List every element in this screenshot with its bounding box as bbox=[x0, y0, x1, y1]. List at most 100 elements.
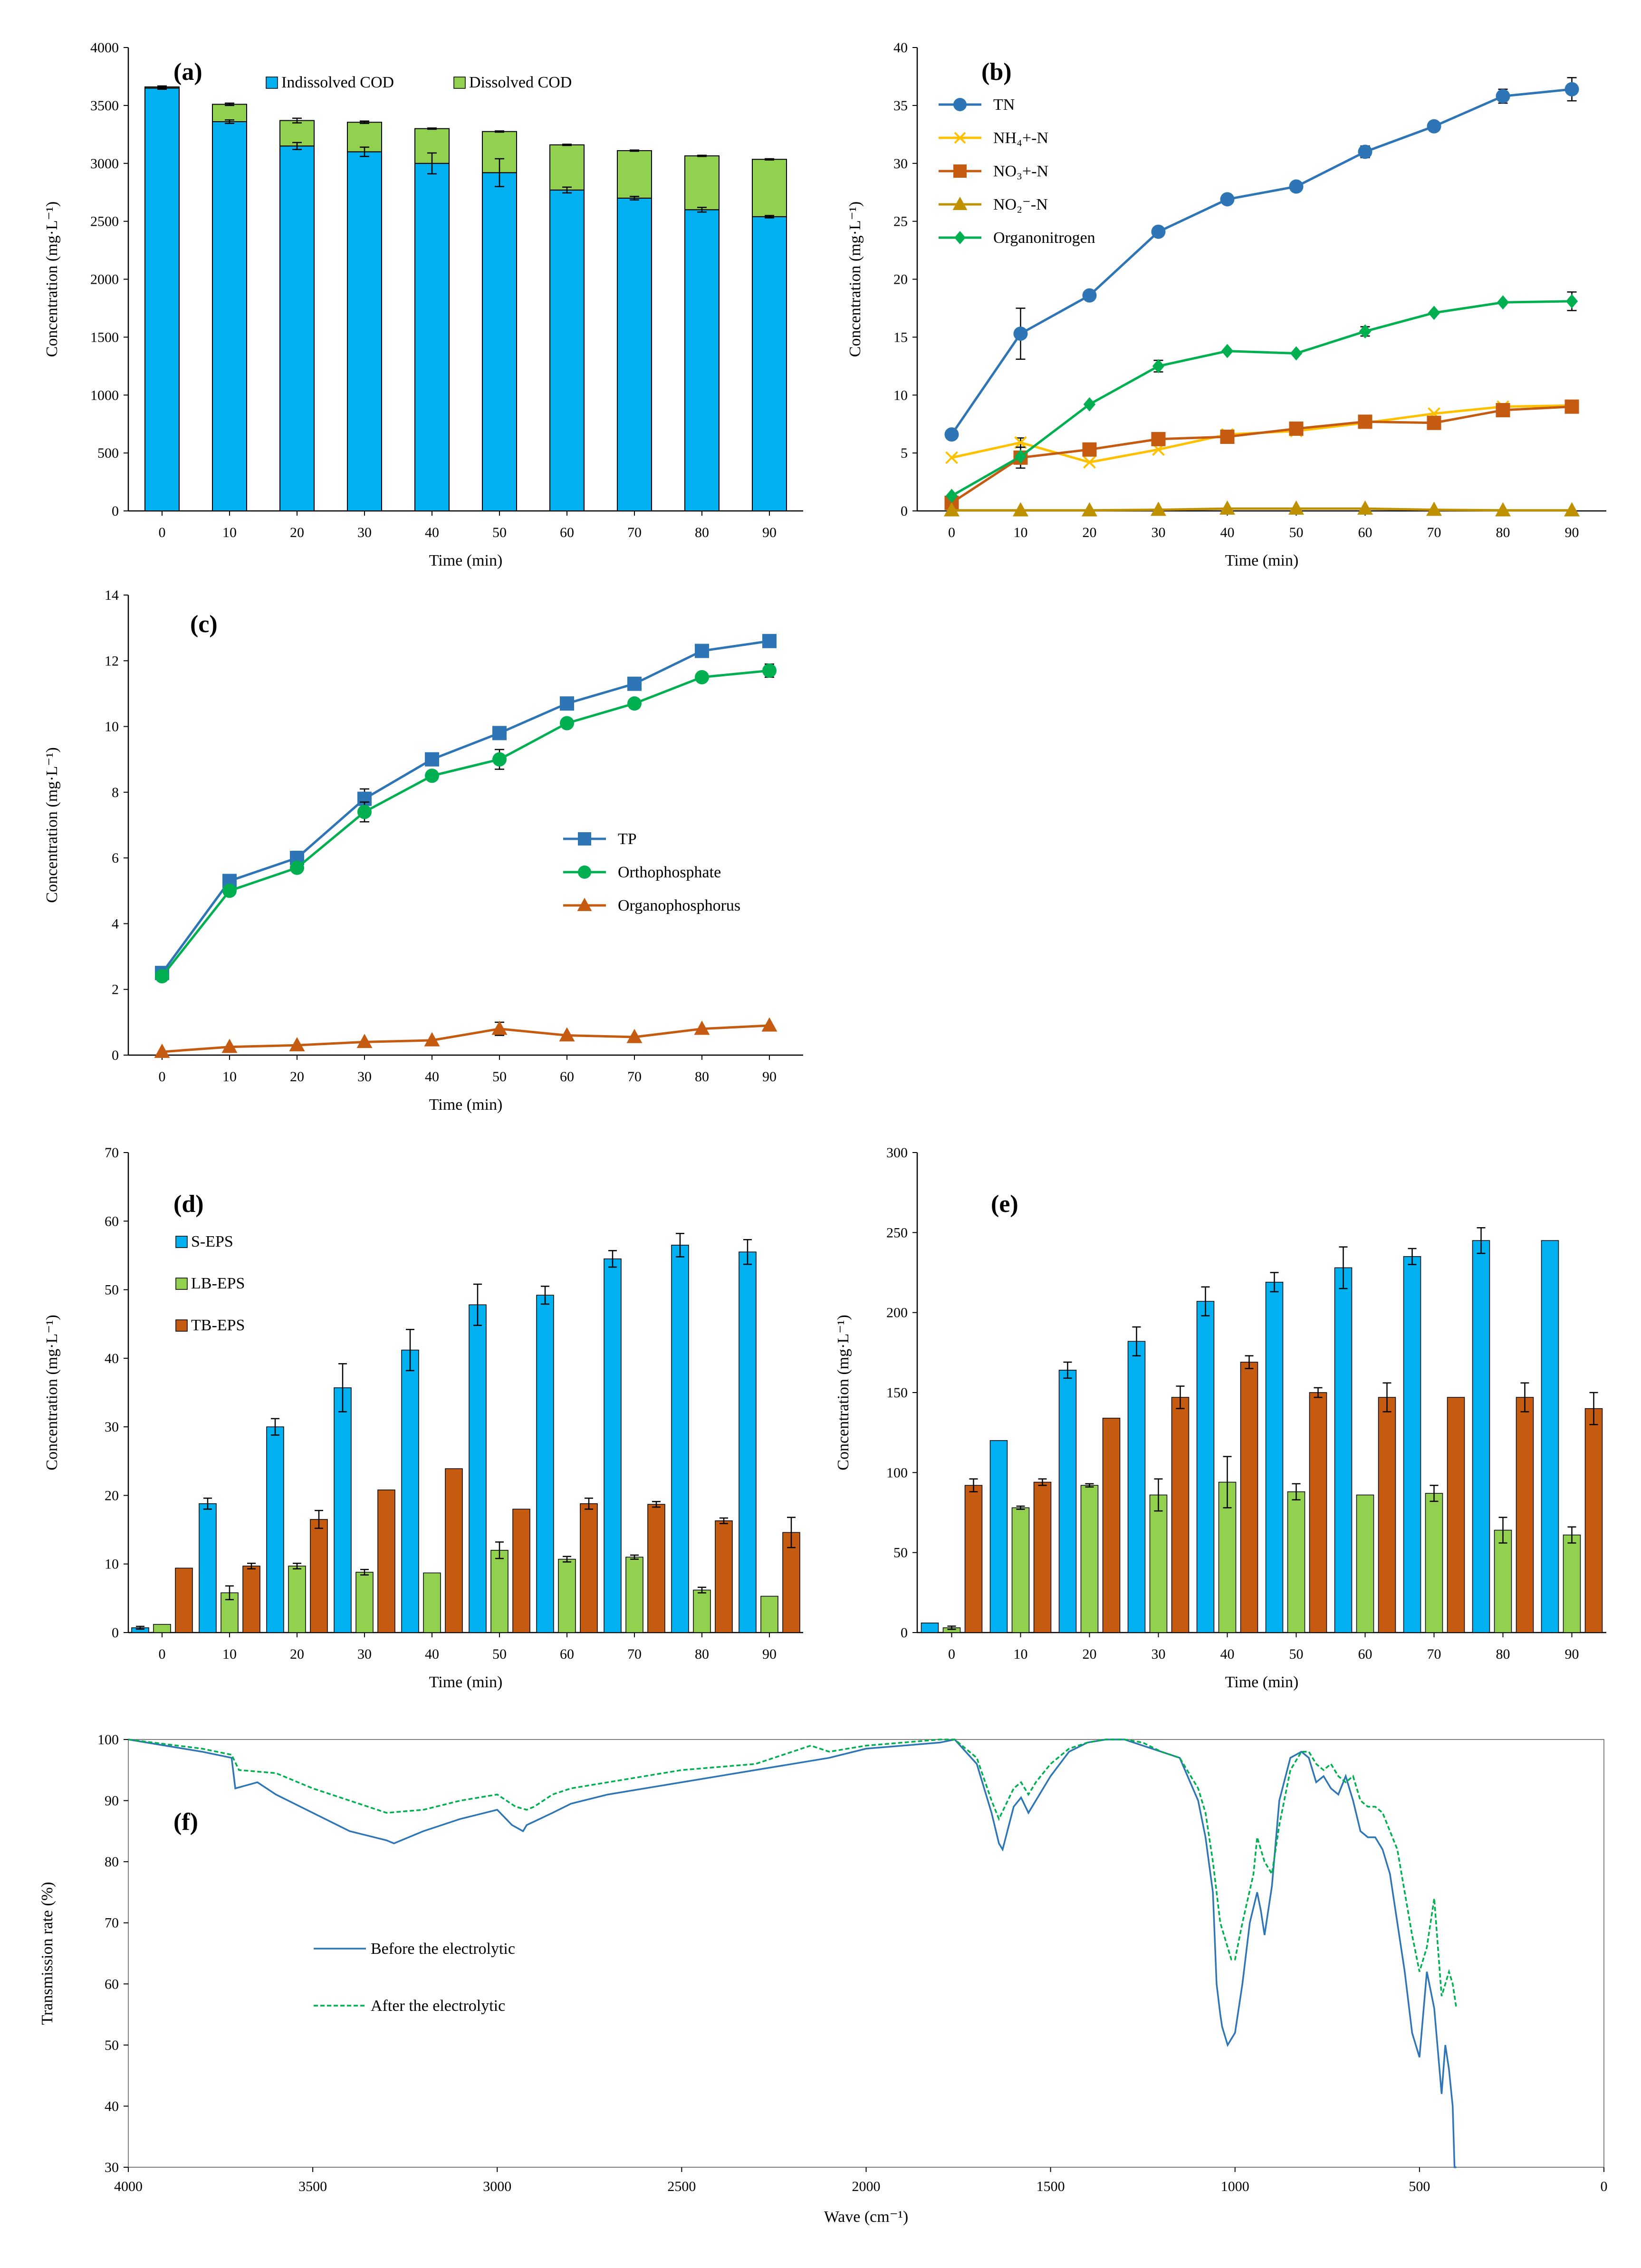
chart-e-bar bbox=[1378, 1397, 1396, 1633]
chart-c-x-tick-label: 50 bbox=[492, 1069, 507, 1085]
chart-d-bar bbox=[512, 1509, 530, 1633]
chart-e-bar bbox=[1127, 1341, 1146, 1633]
chart-c-marker bbox=[425, 769, 439, 783]
chart-a-bar-dissolved bbox=[549, 144, 585, 191]
chart-c-legend-label: Orthophosphate bbox=[618, 864, 721, 881]
chart-c-y-tick-label: 0 bbox=[112, 1048, 119, 1063]
chart-e-x-tick-label: 40 bbox=[1220, 1646, 1235, 1662]
chart-c-marker bbox=[560, 716, 574, 730]
chart-a-legend-swatch bbox=[453, 77, 466, 89]
chart-f-x-tick-label: 3500 bbox=[298, 2179, 327, 2194]
chart-d-bar bbox=[490, 1550, 509, 1633]
chart-f-y-tick-label: 90 bbox=[105, 1793, 119, 1809]
chart-b-x-tick-label: 20 bbox=[1083, 525, 1097, 540]
chart-b-marker bbox=[1083, 397, 1096, 412]
chart-f-y-tick-label: 60 bbox=[105, 1976, 119, 1992]
chart-d-bar bbox=[693, 1589, 711, 1633]
chart-e-x-axis-label: Time (min) bbox=[1225, 1673, 1299, 1691]
chart-b-marker bbox=[1495, 502, 1511, 517]
chart-d-legend-swatch bbox=[175, 1319, 188, 1332]
chart-c-x-tick-label: 90 bbox=[762, 1069, 777, 1085]
chart-d-x-tick-label: 60 bbox=[560, 1646, 574, 1662]
chart-a-x-tick-label: 20 bbox=[290, 525, 304, 540]
chart-a-bar-indissolved bbox=[144, 87, 180, 511]
chart-b-x-axis-label: Time (min) bbox=[1225, 552, 1299, 569]
chart-e-bar bbox=[1334, 1267, 1353, 1633]
chart-f-y-tick-label: 80 bbox=[105, 1854, 119, 1870]
chart-e-bar bbox=[1541, 1240, 1559, 1633]
chart-a-bar-dissolved bbox=[684, 155, 720, 211]
chart-a-x-tick-label: 30 bbox=[357, 525, 372, 540]
chart-e-y-tick-label: 200 bbox=[886, 1305, 908, 1321]
chart-e-panel-label: (e) bbox=[991, 1191, 1018, 1218]
chart-c-panel-label: (c) bbox=[190, 611, 218, 638]
chart-b-x-tick-label: 40 bbox=[1220, 525, 1235, 540]
chart-a-bar-indissolved bbox=[482, 172, 517, 511]
chart-b-legend-marker bbox=[954, 132, 966, 144]
chart-e-y-tick-label: 0 bbox=[901, 1625, 908, 1641]
chart-a-y-tick-label: 4000 bbox=[90, 40, 119, 56]
chart-d-x-tick-label: 90 bbox=[762, 1646, 777, 1662]
chart-e-y-tick-label: 300 bbox=[886, 1145, 908, 1161]
chart-e-bar bbox=[1171, 1397, 1190, 1633]
chart-c-x-tick-label: 60 bbox=[560, 1069, 574, 1085]
chart-b-marker bbox=[1014, 436, 1027, 449]
chart-b-marker bbox=[1288, 500, 1304, 515]
chart-b-marker bbox=[1564, 82, 1579, 96]
chart-d-legend-label: LB-EPS bbox=[191, 1275, 245, 1292]
chart-f-series-line bbox=[128, 1739, 1457, 2168]
chart-b-marker bbox=[1082, 442, 1097, 457]
chart-e-bar bbox=[964, 1485, 983, 1633]
chart-panel-b: 0 5 10 15 20 25 30 35 40 Concentration (mg·L⁻¹) Ti… bbox=[822, 0, 1641, 585]
chart-e-bar bbox=[1265, 1281, 1284, 1633]
chart-c-y-tick-label: 2 bbox=[112, 982, 119, 998]
chart-b-marker bbox=[1496, 89, 1510, 104]
chart-d-bar bbox=[445, 1468, 463, 1633]
chart-a-bar-indissolved bbox=[279, 145, 315, 511]
chart-b-marker bbox=[1427, 415, 1441, 430]
chart-f-y-tick-label: 30 bbox=[105, 2160, 119, 2175]
chart-c-y-tick-label: 10 bbox=[105, 719, 119, 735]
chart-b-series-line bbox=[951, 507, 1572, 512]
chart-b-legend-label: NO₃+-N bbox=[993, 163, 1048, 180]
chart-a-x-tick-label: 10 bbox=[222, 525, 237, 540]
chart-a-bar-indissolved bbox=[752, 216, 787, 511]
chart-a-x-axis-label: Time (min) bbox=[429, 552, 503, 569]
chart-d-legend-swatch bbox=[175, 1236, 188, 1248]
chart-e-y-tick-label: 100 bbox=[886, 1465, 908, 1480]
chart-c-svg: 0 2 4 6 8 10 12 14 Concentration (mg·L⁻¹) Time (m… bbox=[43, 587, 803, 1114]
chart-b-legend-label: NO₂⁻-N bbox=[993, 196, 1048, 213]
chart-b-marker bbox=[945, 489, 958, 503]
chart-c-y-tick-label: 4 bbox=[112, 916, 119, 932]
chart-d-bar bbox=[334, 1387, 352, 1633]
chart-b-marker bbox=[1013, 327, 1028, 341]
chart-c-x-tick-label: 10 bbox=[222, 1069, 237, 1085]
chart-c-x-tick-label: 80 bbox=[695, 1069, 709, 1085]
chart-c-marker bbox=[695, 644, 709, 658]
chart-b-marker bbox=[1220, 192, 1235, 207]
chart-d-x-tick-label: 70 bbox=[627, 1646, 642, 1662]
chart-c-marker bbox=[492, 726, 507, 740]
chart-a-x-tick-label: 50 bbox=[492, 525, 507, 540]
chart-b-y-tick-label: 10 bbox=[893, 387, 908, 403]
chart-panel-c: 0 2 4 6 8 10 12 14 Concentration (mg·L⁻¹) Time (m… bbox=[0, 585, 822, 1141]
chart-b-y-tick-label: 15 bbox=[893, 329, 908, 345]
chart-b-marker bbox=[1358, 144, 1372, 159]
chart-d-bar bbox=[671, 1245, 689, 1633]
chart-b-series-line bbox=[951, 300, 1572, 497]
chart-e-y-tick-label: 150 bbox=[886, 1385, 908, 1401]
chart-d-x-tick-label: 30 bbox=[357, 1646, 372, 1662]
chart-e-bar bbox=[921, 1623, 939, 1633]
chart-c-x-tick-label: 40 bbox=[425, 1069, 439, 1085]
chart-d-bar bbox=[469, 1304, 487, 1633]
chart-a-bar-indissolved bbox=[347, 151, 382, 511]
chart-e-bar bbox=[1149, 1494, 1168, 1633]
chart-c-marker bbox=[155, 969, 169, 984]
chart-b-marker bbox=[1013, 502, 1028, 517]
chart-d-x-tick-label: 20 bbox=[290, 1646, 304, 1662]
chart-c-x-tick-label: 70 bbox=[627, 1069, 642, 1085]
chart-f-x-tick-label: 1000 bbox=[1221, 2179, 1249, 2194]
chart-b-marker bbox=[944, 502, 960, 517]
chart-a-y-tick-label: 3000 bbox=[90, 156, 119, 172]
chart-d-y-tick-label: 50 bbox=[105, 1282, 119, 1298]
